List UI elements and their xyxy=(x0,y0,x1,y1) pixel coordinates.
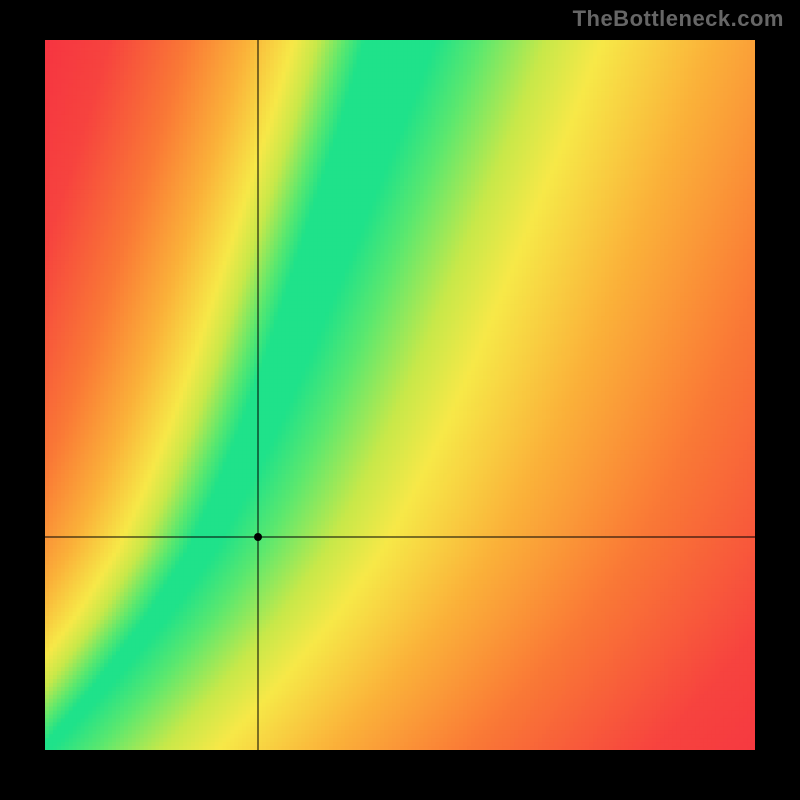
bottleneck-heatmap xyxy=(45,40,755,750)
heatmap-cells xyxy=(45,40,755,750)
watermark-text: TheBottleneck.com xyxy=(573,6,784,32)
marker-dot xyxy=(254,533,262,541)
